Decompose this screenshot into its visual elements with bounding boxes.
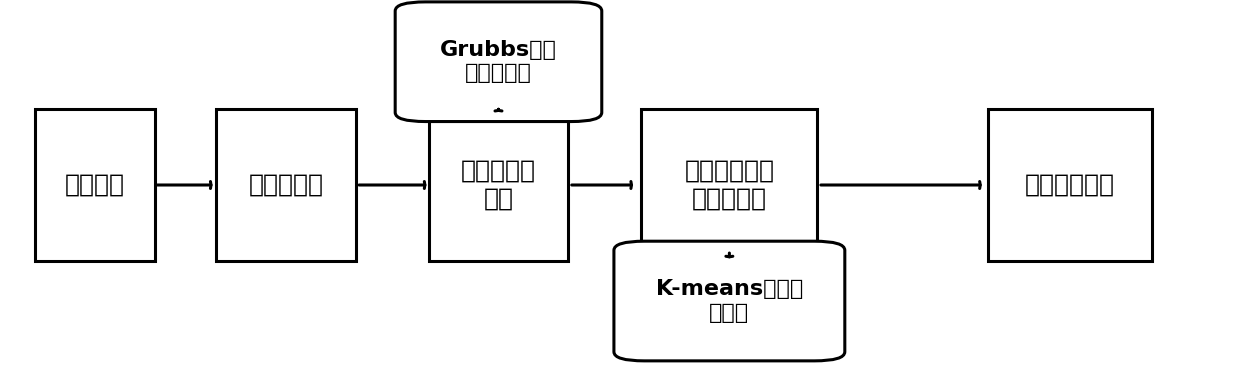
FancyBboxPatch shape [429,109,568,261]
Text: 计算饱和流率: 计算饱和流率 [1024,173,1115,197]
FancyBboxPatch shape [216,109,356,261]
Text: 提取饱和情况
下车头时距: 提取饱和情况 下车头时距 [684,159,774,211]
FancyBboxPatch shape [641,109,817,261]
FancyBboxPatch shape [987,109,1152,261]
Text: 数据采集: 数据采集 [64,173,125,197]
Text: K-means算法聚
类结果: K-means算法聚 类结果 [656,279,804,323]
Text: Grubbs异常
值检测结果: Grubbs异常 值检测结果 [440,40,557,83]
FancyBboxPatch shape [36,109,155,261]
FancyBboxPatch shape [614,241,844,361]
Text: 单周期车头
时距: 单周期车头 时距 [461,159,536,211]
Text: 数据预处理: 数据预处理 [248,173,324,197]
FancyBboxPatch shape [396,2,601,121]
